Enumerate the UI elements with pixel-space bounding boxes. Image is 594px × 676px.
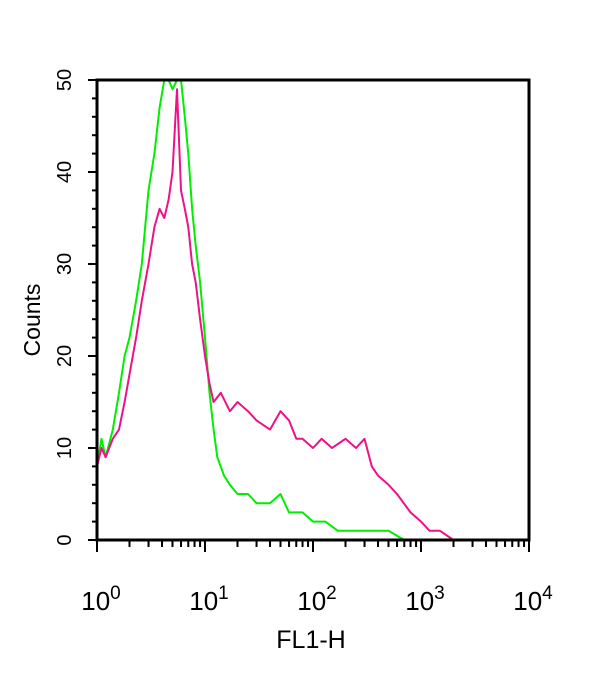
x-axis-title: FL1-H [276,626,345,654]
y-tick-label: 40 [54,161,76,183]
y-tick-label: 30 [54,253,76,275]
y-tick-label: 0 [54,534,76,545]
series-layer [96,79,529,541]
x-tick-label: 104 [513,583,553,616]
y-tick-label: 50 [54,69,76,91]
axis-layer: 0 10 20 30 40 50 100 101 102 103 104 [54,69,553,616]
series-line-2 [96,88,529,541]
x-tick-label: 103 [405,583,445,616]
y-axis-title: Counts [19,284,45,357]
y-tick-label: 10 [54,437,76,459]
x-tick-label: 100 [81,583,121,616]
x-tick-label: 101 [189,583,229,616]
plot-frame [95,78,531,542]
y-tick-label: 20 [54,345,76,367]
x-tick-label: 102 [297,583,337,616]
series-line-1 [96,79,529,541]
